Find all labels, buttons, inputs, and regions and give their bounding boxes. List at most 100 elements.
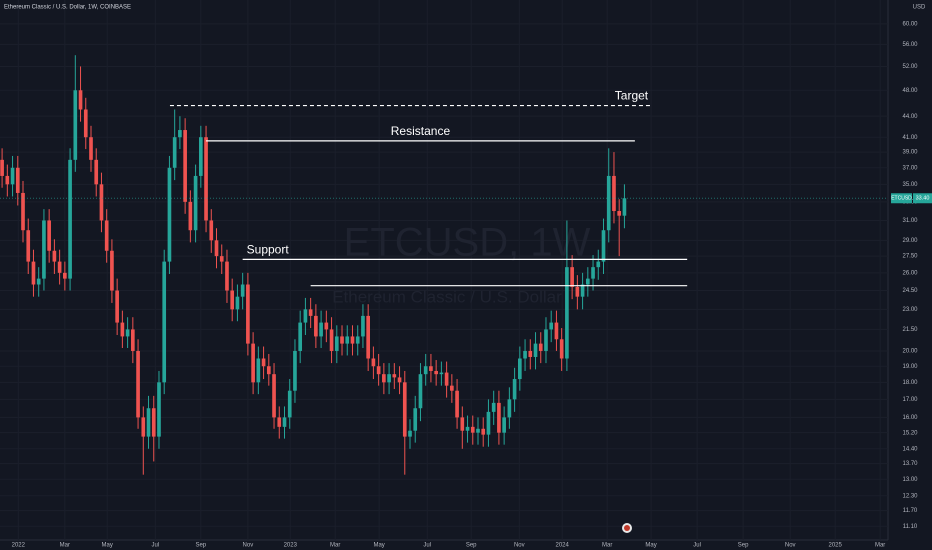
candle-body — [350, 336, 355, 344]
candle-body — [486, 411, 491, 435]
candle-body — [512, 379, 517, 400]
candle-body — [439, 372, 444, 375]
candle-body — [497, 402, 501, 433]
y-tick-label: 13.00 — [902, 477, 918, 483]
x-tick-label: 2024 — [556, 543, 570, 549]
candle-body — [319, 322, 323, 337]
y-tick-label: 13.70 — [902, 461, 918, 467]
candle-body — [193, 175, 198, 231]
y-tick-label: 19.00 — [902, 364, 918, 370]
candle-body — [528, 350, 533, 357]
candle-body — [287, 390, 292, 418]
annotation-label: Target — [615, 89, 649, 103]
candle-body — [183, 130, 187, 202]
x-tick-label: 2022 — [12, 543, 26, 549]
candle-body — [298, 322, 303, 351]
candle-body — [585, 278, 590, 285]
candle-body — [167, 167, 172, 262]
candle-body — [63, 272, 67, 279]
candle-body — [423, 366, 428, 375]
candle-body — [565, 267, 569, 359]
candle-body — [376, 366, 381, 375]
x-tick-label: Mar — [602, 543, 612, 549]
candle-body — [36, 278, 41, 285]
x-tick-label: Mar — [330, 543, 340, 549]
currency: USD — [913, 5, 926, 11]
candle-body — [413, 408, 418, 431]
candle-body — [256, 358, 261, 383]
watermark-subtitle: Ethereum Classic / U.S. Dollar — [332, 287, 562, 306]
candle-body — [282, 417, 287, 427]
x-tick-label: Sep — [466, 543, 477, 549]
candle-body — [538, 343, 543, 351]
candle-body — [470, 426, 475, 433]
candle-body — [15, 167, 20, 193]
x-tick-label: Mar — [60, 543, 70, 549]
y-tick-label: 16.00 — [902, 415, 918, 421]
candle-body — [308, 309, 313, 316]
y-tick-label: 12.30 — [902, 493, 918, 499]
candle-body — [246, 284, 250, 344]
candle-body — [397, 377, 402, 383]
candle-body — [303, 309, 308, 323]
candle-body — [580, 284, 585, 297]
candle-body — [418, 374, 423, 409]
x-tick-label: May — [102, 543, 113, 549]
y-tick-label: 21.50 — [902, 327, 918, 333]
x-tick-label: May — [645, 543, 656, 549]
y-tick-label: 44.00 — [902, 114, 918, 120]
y-tick-label: 23.00 — [902, 307, 918, 313]
candle-body — [340, 336, 344, 344]
candle-body — [172, 137, 177, 168]
candle-body — [575, 286, 580, 297]
candle-body — [502, 417, 506, 433]
candle-body — [131, 329, 135, 351]
y-tick-label: 52.00 — [902, 64, 918, 70]
candle-body — [429, 366, 433, 371]
candle-body — [272, 374, 276, 418]
candle-body — [214, 240, 219, 257]
candle-body — [544, 329, 548, 351]
candle-body — [277, 417, 282, 427]
x-tick-label: Sep — [738, 543, 749, 549]
candle-body — [392, 374, 397, 378]
candle-body — [444, 372, 449, 386]
candle-body — [523, 350, 527, 359]
candle-body — [460, 417, 465, 431]
y-tick-label: 37.00 — [902, 165, 918, 171]
candle-body — [606, 175, 611, 231]
candle-body — [68, 159, 72, 279]
candle-body — [47, 220, 51, 251]
candle-body — [314, 315, 318, 337]
y-tick-label: 56.00 — [902, 42, 918, 48]
candle-body — [402, 382, 407, 437]
x-tick-label: Sep — [195, 543, 206, 549]
x-tick-label: Nov — [243, 543, 254, 549]
candle-body — [240, 284, 245, 297]
candle-body — [0, 159, 4, 176]
candle-body — [476, 428, 480, 433]
candle-body — [345, 336, 350, 344]
candle-body — [204, 137, 208, 221]
candle-body — [83, 109, 88, 138]
candle-body — [89, 137, 93, 160]
candle-body — [324, 322, 329, 330]
x-tick-label: 2025 — [829, 543, 843, 549]
annotation-label: Resistance — [391, 124, 451, 138]
candle-body — [198, 137, 203, 176]
y-tick-label: 27.50 — [902, 254, 918, 260]
candle-body — [570, 267, 574, 287]
candle-body — [293, 350, 297, 391]
candle-body — [455, 390, 459, 418]
candle-body — [591, 267, 595, 279]
x-tick-label: Jul — [693, 543, 701, 549]
candle-body — [10, 167, 15, 185]
candle-body — [57, 261, 62, 273]
y-tick-label: 39.00 — [902, 150, 918, 156]
candle-body — [78, 90, 83, 110]
candle-body — [251, 343, 255, 383]
x-tick-label: Nov — [785, 543, 796, 549]
candle-body — [329, 329, 334, 351]
candle-body — [533, 343, 538, 357]
candle-body — [141, 417, 146, 437]
